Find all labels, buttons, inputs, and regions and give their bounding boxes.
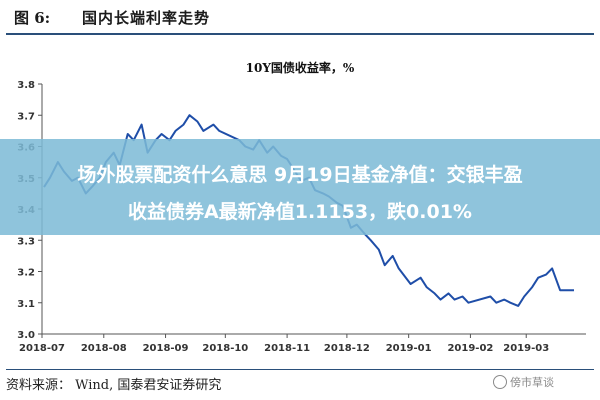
headline-line-2[interactable]: 收益债券A最新净值1.1153，跌0.01%: [128, 201, 472, 223]
x-tick-label: 2018-12: [324, 343, 370, 354]
header-rule: [6, 33, 594, 35]
x-tick-label: 2018-07: [19, 343, 65, 354]
watermark-logo-icon: [493, 375, 507, 389]
source-note: 资料来源： Wind, 国泰君安证券研究: [6, 378, 222, 393]
x-tick-label: 2018-10: [202, 343, 248, 354]
y-tick-label: 3.1: [17, 299, 35, 310]
figure-header: 图 6: 国内长端利率走势: [0, 0, 600, 37]
y-tick-label: 3.3: [17, 236, 35, 247]
x-tick-label: 2019-02: [447, 343, 493, 354]
y-tick-label: 3.8: [17, 80, 35, 91]
headline-line-1[interactable]: 场外股票配资什么意思 9月19日基金净值：交银丰盈: [77, 164, 523, 186]
chart-title: 10Y国债收益率，%: [246, 60, 355, 75]
x-tick-label: 2018-08: [81, 343, 127, 354]
y-tick-label: 3.7: [17, 111, 35, 122]
source-rule: [6, 369, 594, 370]
x-tick-label: 2018-11: [264, 343, 310, 354]
x-tick-label: 2019-01: [386, 343, 432, 354]
y-tick-label: 3.0: [17, 330, 35, 341]
headline-overlay[interactable]: 场外股票配资什么意思 9月19日基金净值：交银丰盈 收益债券A最新净值1.115…: [0, 139, 600, 235]
x-axis: 2018-07 2018-08 2018-09 2018-10 2018-11 2018-…: [19, 334, 549, 354]
y-tick-label: 3.2: [17, 268, 35, 279]
watermark-text: 傍市草谈: [510, 376, 554, 389]
figure-title: 国内长端利率走势: [82, 9, 211, 27]
x-tick-label: 2019-03: [503, 343, 549, 354]
x-tick-label: 2018-09: [143, 343, 189, 354]
watermark: 傍市草谈: [493, 374, 554, 390]
figure-label: 图 6:: [14, 9, 51, 27]
